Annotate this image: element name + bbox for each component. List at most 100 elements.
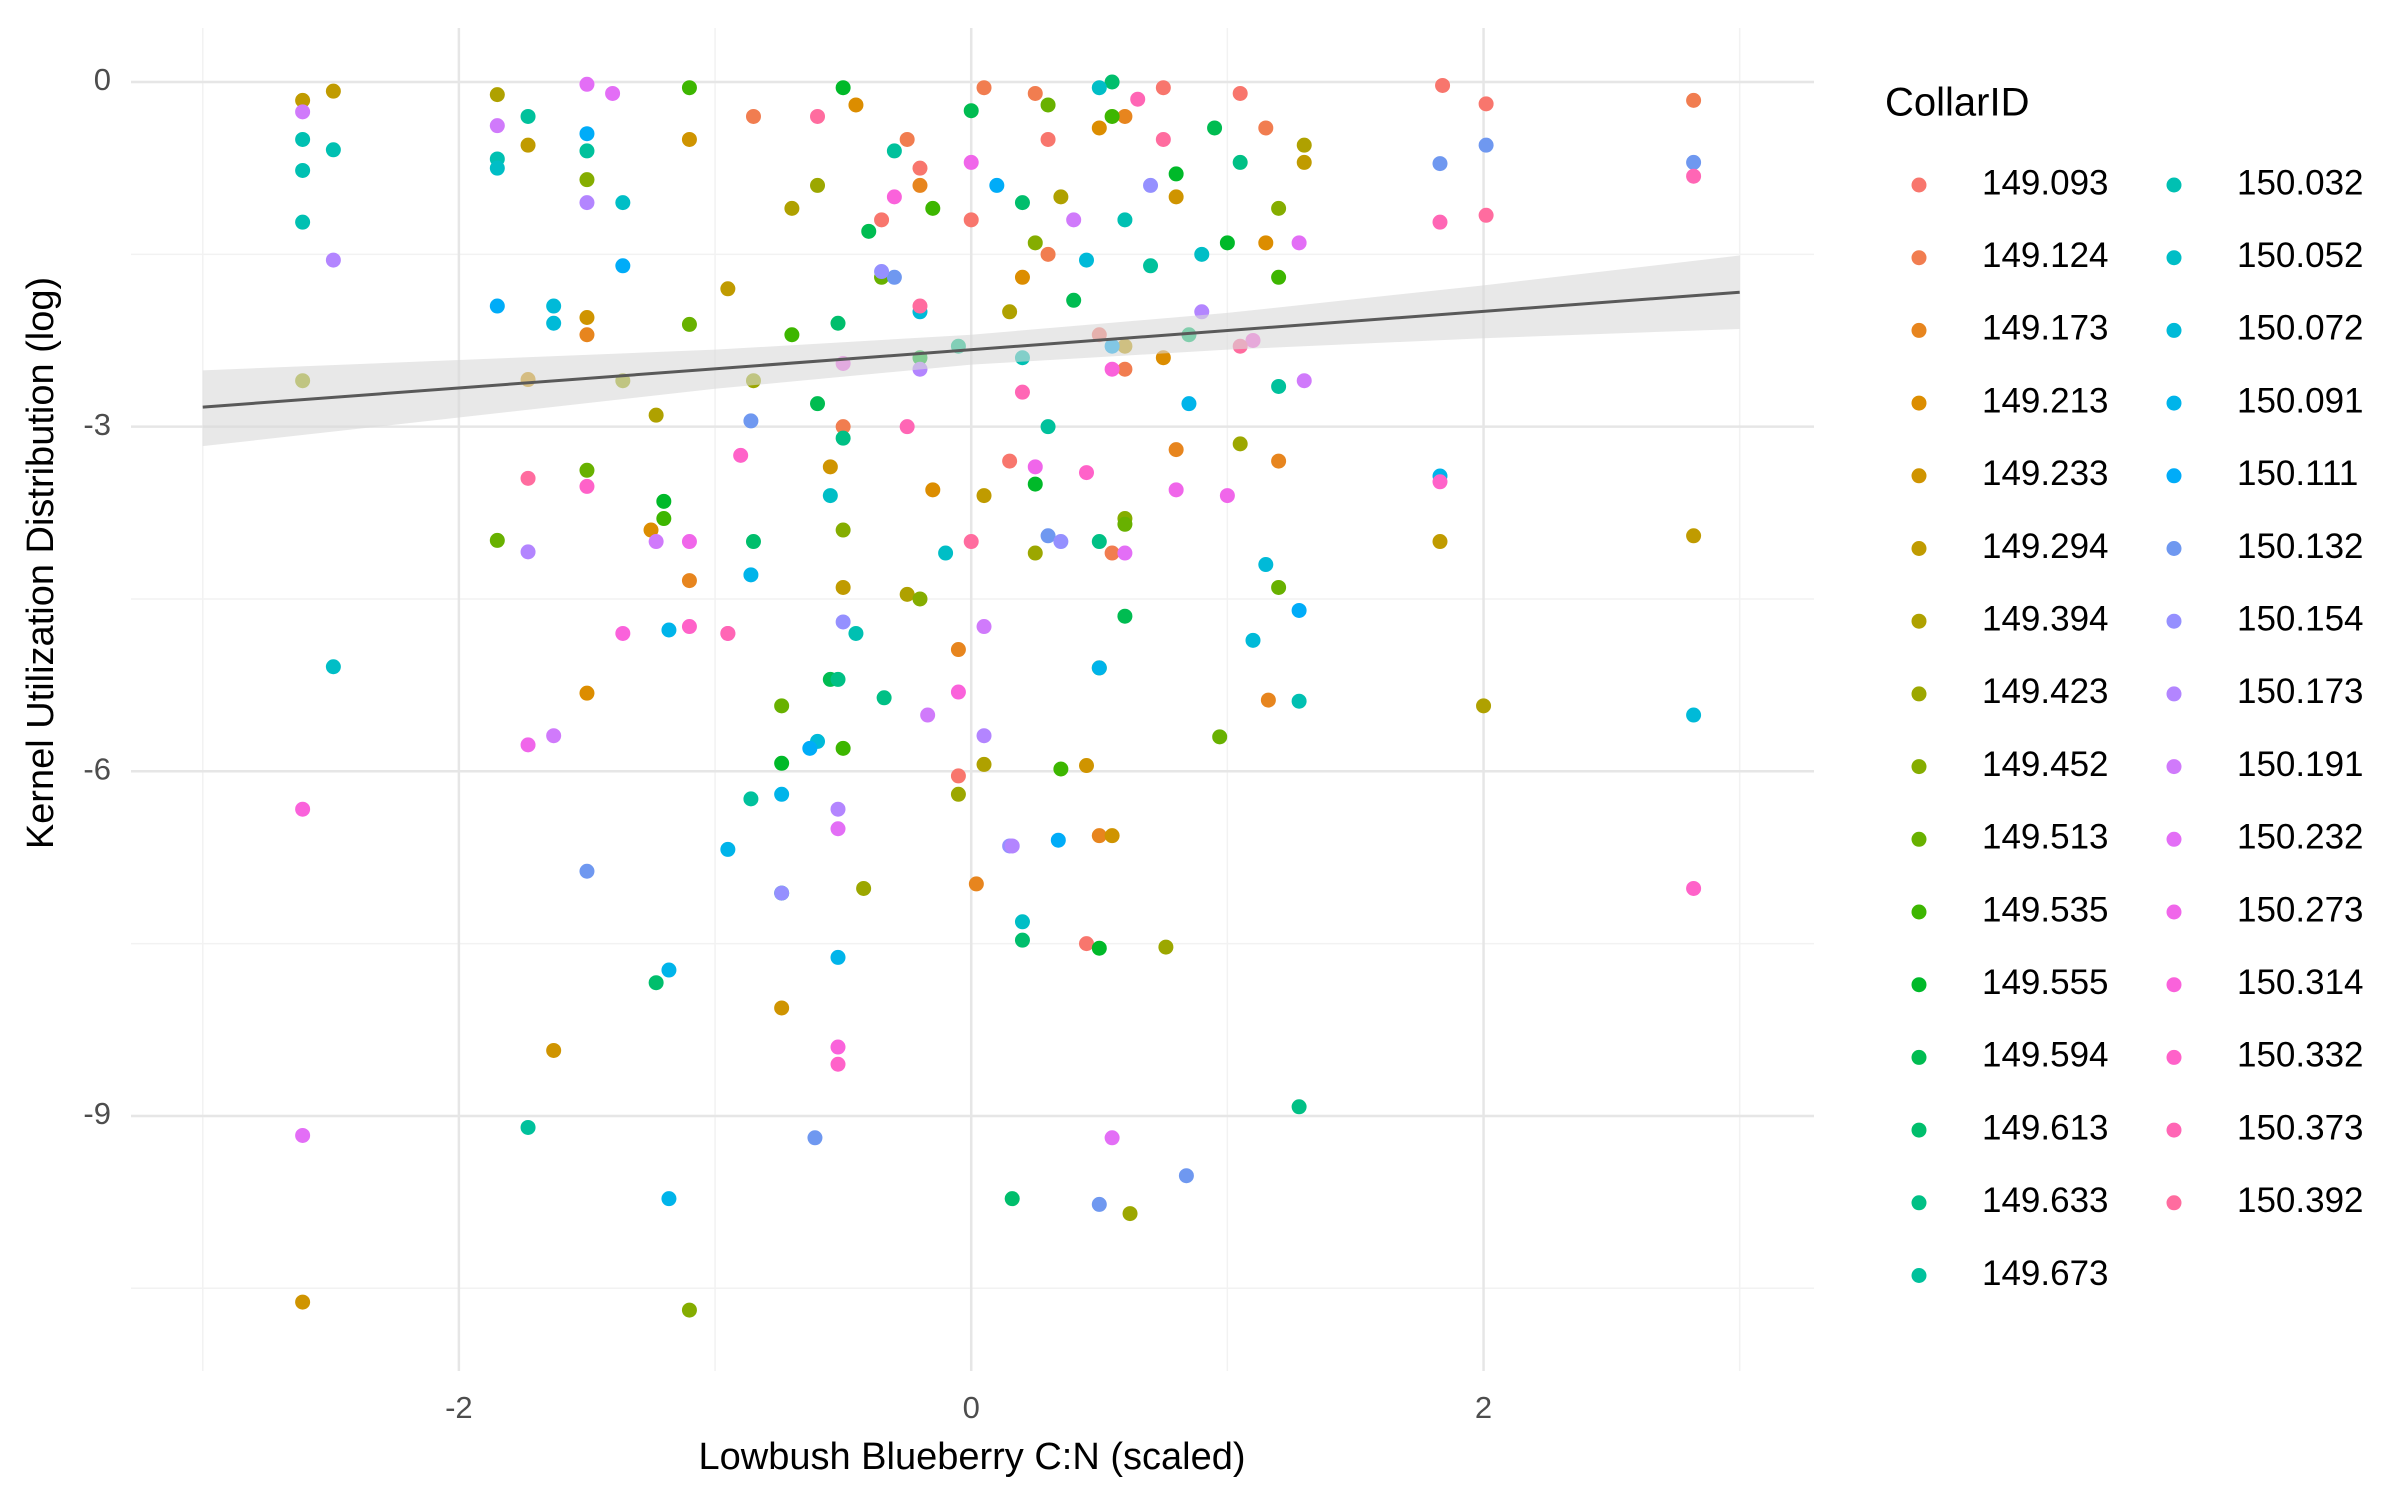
- point: [1014, 384, 1030, 400]
- legend-swatch: [1911, 613, 1927, 629]
- point: [835, 579, 851, 595]
- point: [912, 591, 928, 607]
- point: [950, 642, 966, 658]
- point: [1117, 361, 1133, 377]
- legend-swatch: [2166, 322, 2182, 338]
- legend-swatch: [2166, 831, 2182, 847]
- point: [848, 625, 864, 641]
- point: [1122, 1206, 1138, 1222]
- legend-label: 150.111: [2237, 454, 2358, 493]
- point: [848, 97, 864, 113]
- point: [856, 880, 872, 896]
- point: [1104, 361, 1120, 377]
- point: [774, 786, 790, 802]
- point: [1158, 939, 1174, 955]
- point: [1091, 1196, 1107, 1212]
- point: [1091, 120, 1107, 136]
- point: [810, 177, 826, 193]
- point: [774, 698, 790, 714]
- legend-label: 149.294: [1982, 527, 2109, 566]
- legend-label: 149.513: [1982, 818, 2109, 857]
- point: [1296, 373, 1312, 389]
- point: [830, 821, 846, 837]
- point: [546, 298, 562, 314]
- point: [1053, 189, 1069, 205]
- point: [1686, 880, 1702, 896]
- point: [1117, 108, 1133, 124]
- point: [861, 223, 877, 239]
- point: [520, 470, 536, 486]
- point: [1271, 269, 1287, 285]
- point: [1040, 246, 1056, 262]
- point: [1296, 137, 1312, 153]
- point: [661, 622, 677, 638]
- point: [579, 195, 595, 211]
- point: [579, 76, 595, 92]
- legend-swatch: [2166, 177, 2182, 193]
- point: [1435, 77, 1451, 93]
- point: [1104, 108, 1120, 124]
- point: [938, 545, 954, 561]
- point: [643, 522, 659, 538]
- point: [1291, 602, 1307, 618]
- point: [681, 534, 697, 550]
- legend-label: 149.213: [1982, 381, 2109, 420]
- legend-swatch: [1911, 1122, 1927, 1138]
- point: [720, 625, 736, 641]
- point: [520, 737, 536, 753]
- point: [579, 172, 595, 188]
- legend-label: 149.594: [1982, 1036, 2109, 1075]
- point: [1219, 235, 1235, 251]
- point: [830, 1056, 846, 1072]
- point: [963, 212, 979, 228]
- point: [615, 258, 631, 274]
- point: [802, 740, 818, 756]
- legend-label: 150.332: [2237, 1036, 2364, 1075]
- point: [520, 544, 536, 560]
- point: [830, 801, 846, 817]
- point: [1476, 698, 1492, 714]
- legend-swatch: [2166, 904, 2182, 920]
- point: [784, 200, 800, 216]
- point: [1155, 80, 1171, 96]
- legend-label: 150.091: [2237, 381, 2364, 420]
- point: [976, 756, 992, 772]
- point: [1168, 442, 1184, 458]
- point: [1014, 195, 1030, 211]
- point: [1117, 545, 1133, 561]
- legend-swatch: [1911, 759, 1927, 775]
- legend-swatch: [2166, 1049, 2182, 1065]
- point: [546, 1042, 562, 1058]
- point: [886, 269, 902, 285]
- legend-swatch: [2166, 541, 2182, 556]
- legend-swatch: [1911, 395, 1927, 411]
- legend-swatch: [1911, 468, 1927, 484]
- point: [648, 975, 664, 991]
- legend-label: 149.673: [1982, 1254, 2109, 1293]
- legend-swatch: [2166, 1122, 2182, 1138]
- legend-swatch: [1911, 977, 1927, 993]
- point: [830, 1039, 846, 1055]
- x-tick-label: -2: [445, 1390, 473, 1425]
- point: [835, 614, 851, 630]
- point: [743, 567, 759, 583]
- x-axis-title: Lowbush Blueberry C:N (scaled): [698, 1436, 1245, 1478]
- point: [1291, 693, 1307, 709]
- point: [774, 755, 790, 771]
- point: [1027, 85, 1043, 101]
- point: [325, 252, 341, 268]
- point: [950, 684, 966, 700]
- point: [615, 195, 631, 211]
- point: [681, 131, 697, 147]
- point: [1078, 936, 1094, 952]
- point: [1104, 1130, 1120, 1146]
- point: [1027, 235, 1043, 251]
- point: [579, 462, 595, 478]
- point: [1168, 166, 1184, 182]
- point: [1027, 545, 1043, 561]
- point: [1291, 1099, 1307, 1115]
- legend-swatch: [1911, 250, 1927, 266]
- point: [1078, 252, 1094, 268]
- point: [920, 707, 936, 723]
- point: [1155, 131, 1171, 147]
